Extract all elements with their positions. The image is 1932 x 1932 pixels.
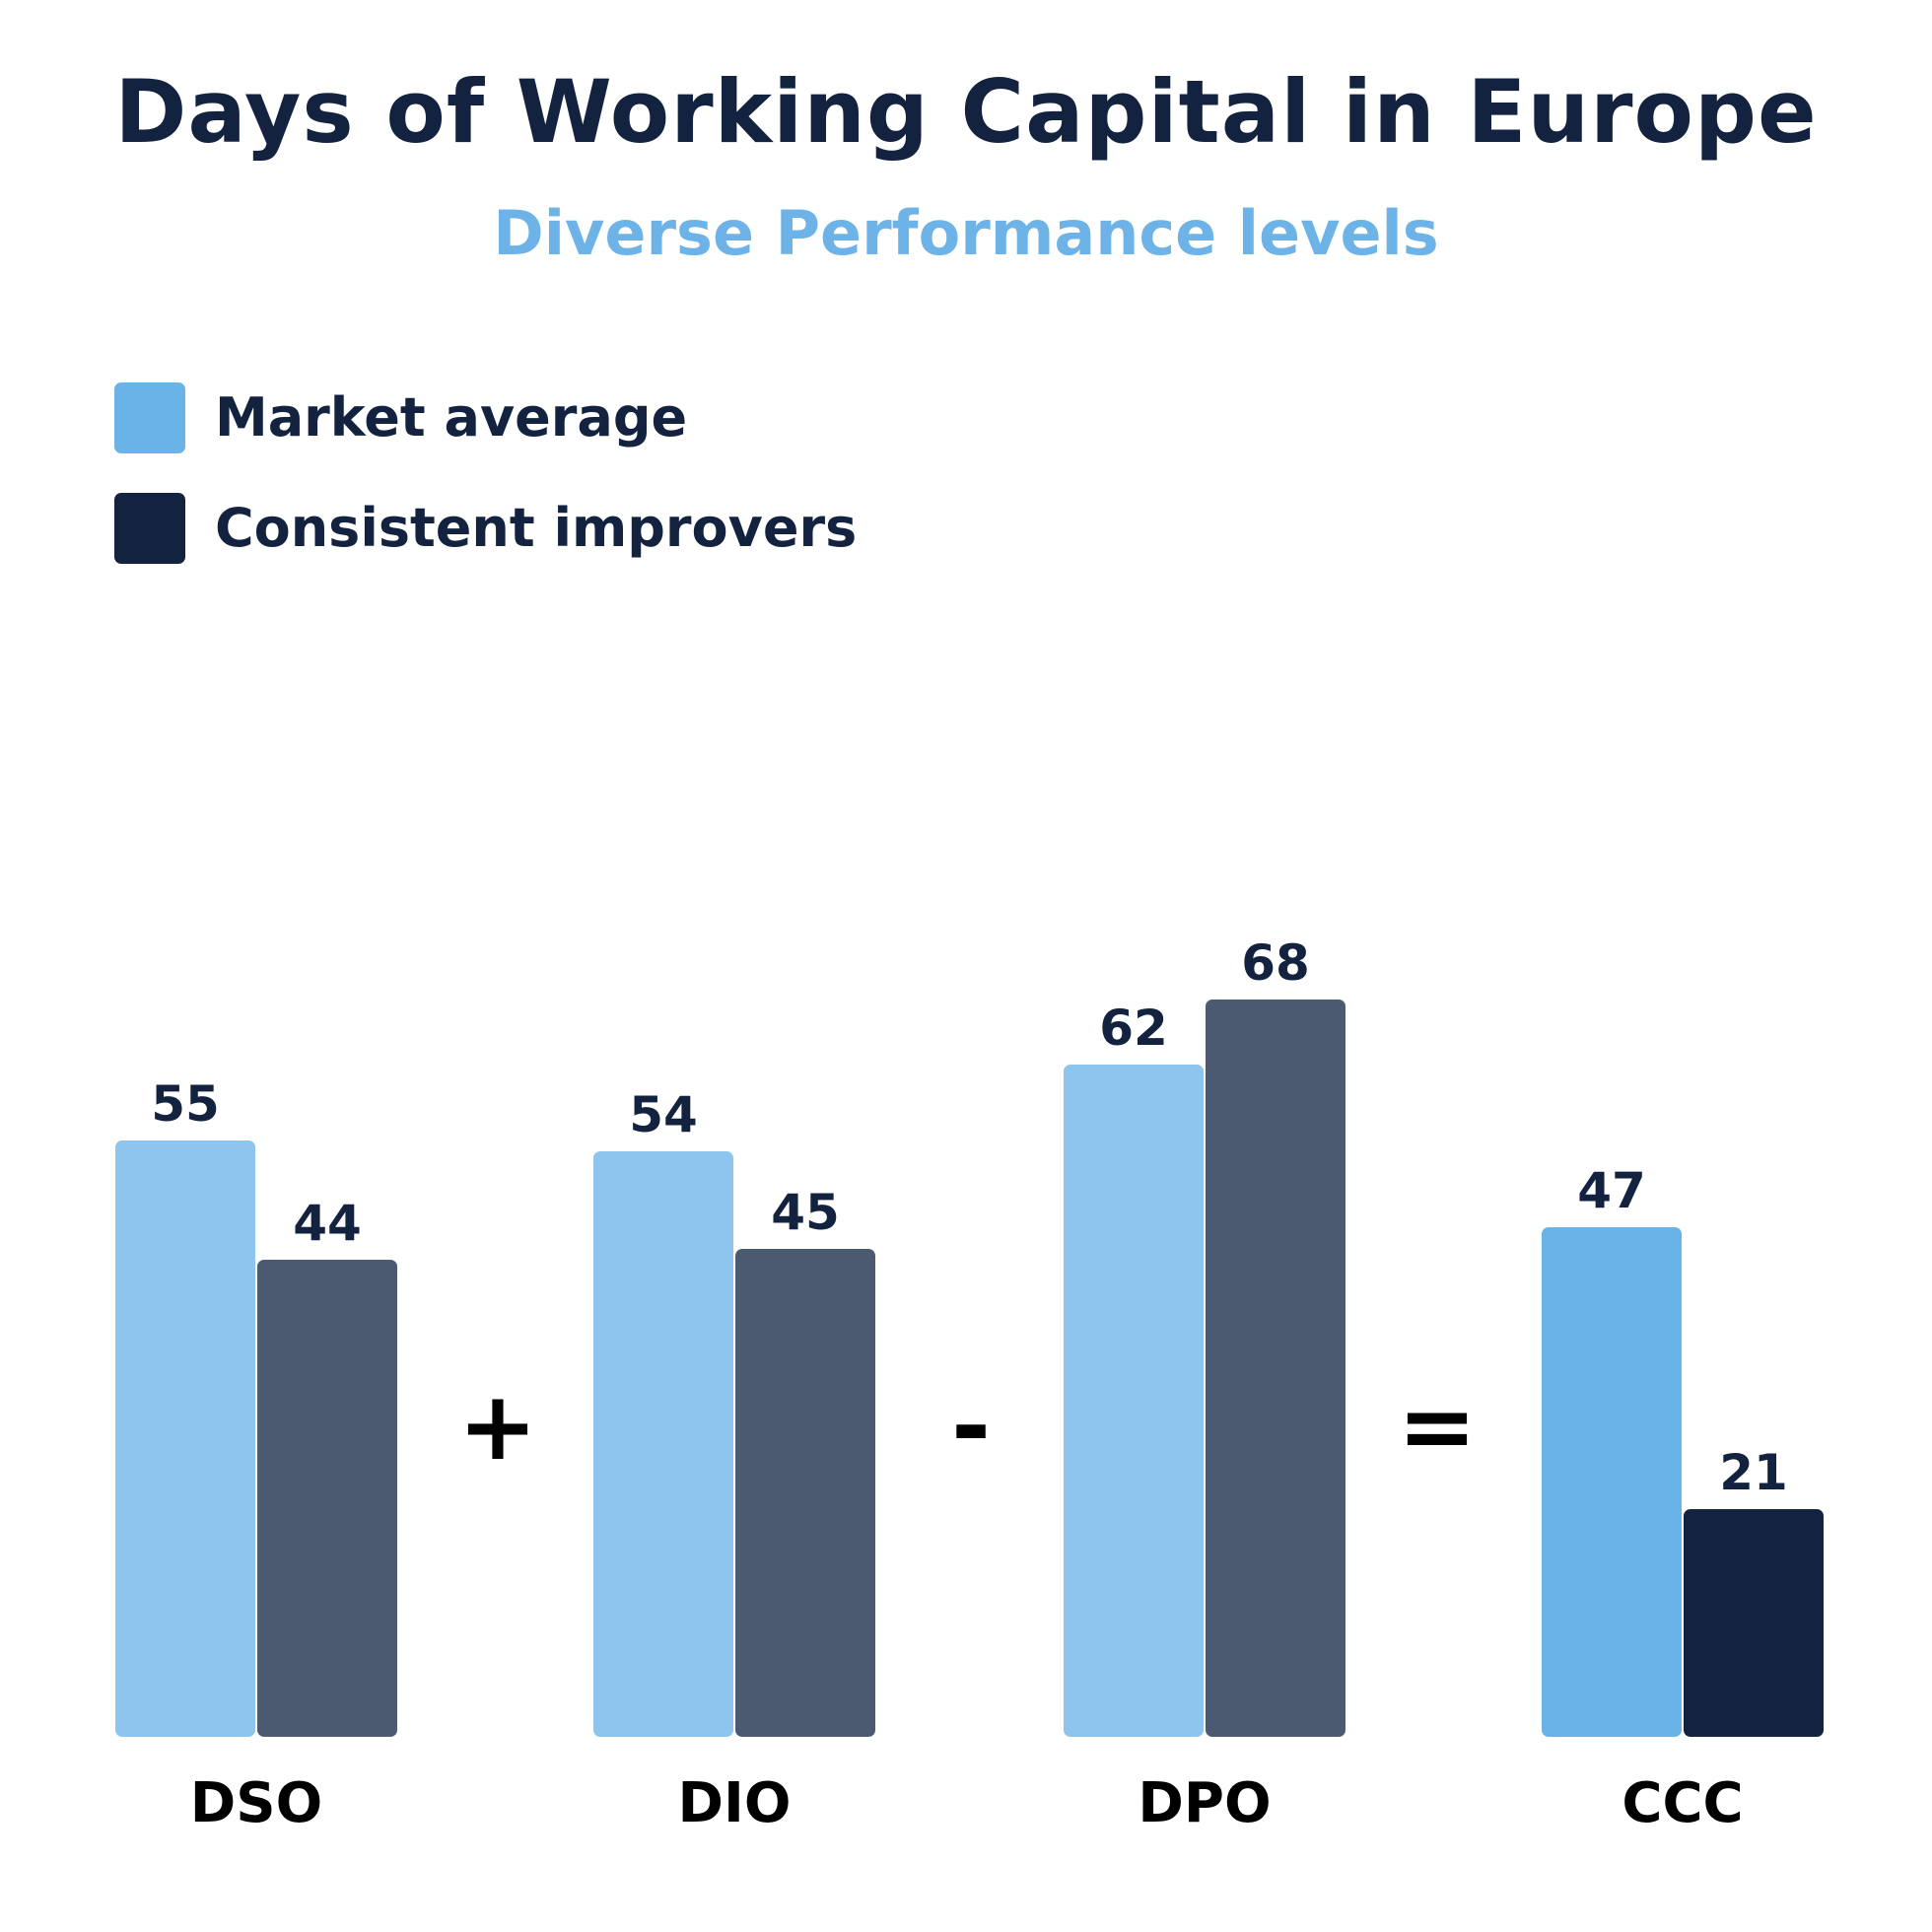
operator-equals: = [1398,1371,1477,1482]
bar-value-dso-consistent-improvers: 44 [293,1195,362,1252]
chart-subtitle: Diverse Performance levels [493,197,1439,269]
legend-label-market-average: Market average [215,386,688,448]
legend-swatch-market-average [114,382,185,453]
bar-value-ccc-market-average: 47 [1577,1162,1646,1219]
bar-dso-consistent-improvers [257,1260,397,1737]
bar-dio-market-average [593,1151,733,1737]
legend-label-consistent-improvers: Consistent improvers [215,497,858,559]
bar-value-dso-market-average: 55 [151,1075,220,1133]
bar-value-dpo-consistent-improvers: 68 [1241,934,1310,992]
bar-group-dio: 54 45 [593,1086,875,1737]
bar-ccc-market-average [1542,1227,1682,1737]
bar-group-dpo: 62 68 [1064,934,1346,1737]
operator-minus: - [951,1371,991,1482]
bar-value-dio-consistent-improvers: 45 [771,1184,840,1241]
bar-value-ccc-consistent-improvers: 21 [1719,1444,1788,1501]
category-label-dpo: DPO [1138,1771,1271,1835]
bar-dso-market-average [115,1140,255,1737]
category-label-ccc: CCC [1622,1771,1743,1835]
chart-title: Days of Working Capital in Europe [114,61,1818,163]
bar-dpo-market-average [1064,1065,1204,1737]
legend-swatch-consistent-improvers [114,493,185,564]
category-label-dso: DSO [190,1771,322,1835]
bar-value-dio-market-average: 54 [629,1086,698,1143]
operator-plus: + [458,1371,537,1482]
category-label-dio: DIO [678,1771,792,1835]
bar-group-ccc: 47 21 [1542,1162,1824,1737]
bar-value-dpo-market-average: 62 [1099,1000,1168,1057]
bar-ccc-consistent-improvers [1684,1509,1824,1737]
bar-group-dso: 55 44 [115,1075,397,1737]
bar-dio-consistent-improvers [735,1249,875,1737]
bar-dpo-consistent-improvers [1206,1000,1346,1737]
